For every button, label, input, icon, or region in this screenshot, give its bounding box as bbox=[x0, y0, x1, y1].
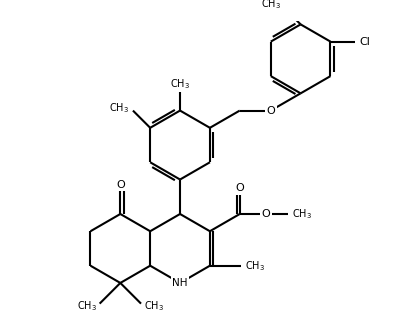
Text: NH: NH bbox=[172, 278, 188, 288]
Text: O: O bbox=[235, 183, 244, 193]
Text: CH$_3$: CH$_3$ bbox=[170, 77, 190, 91]
Text: O: O bbox=[261, 209, 270, 219]
Text: CH$_3$: CH$_3$ bbox=[244, 259, 264, 273]
Text: Cl: Cl bbox=[359, 37, 370, 47]
Text: CH$_3$: CH$_3$ bbox=[144, 300, 164, 313]
Text: O: O bbox=[116, 180, 125, 190]
Text: O: O bbox=[266, 105, 275, 115]
Text: CH$_3$: CH$_3$ bbox=[261, 0, 281, 11]
Text: CH$_3$: CH$_3$ bbox=[109, 101, 129, 115]
Text: CH$_3$: CH$_3$ bbox=[77, 300, 97, 313]
Text: CH$_3$: CH$_3$ bbox=[292, 207, 312, 221]
